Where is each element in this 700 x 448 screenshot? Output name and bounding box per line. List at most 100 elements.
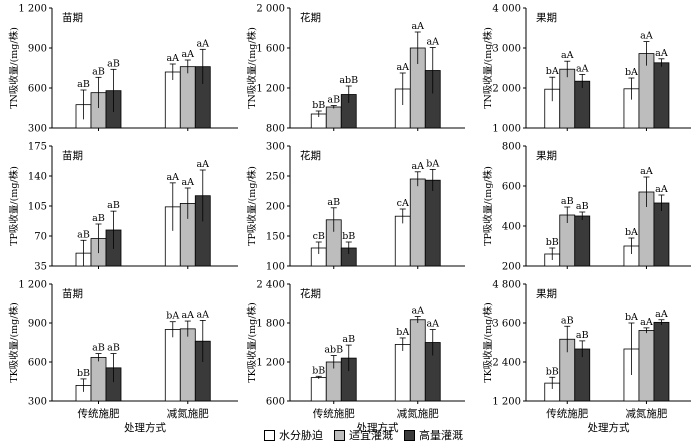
panel-8: 600 1 200 1 800 2 400 花期 TK吸收量/(mg/株) 传统施肥 bB ab… xyxy=(246,280,465,434)
y-axis-label: TN吸收量/(mg/株) xyxy=(8,27,20,109)
y-tick-label: 250 xyxy=(266,172,285,183)
significance-label: aA xyxy=(182,310,195,321)
significance-label: bA xyxy=(166,311,179,322)
bar-reduced-s2 xyxy=(409,178,426,267)
significance-label: aA xyxy=(426,37,439,48)
y-tick-label: 200 xyxy=(502,262,521,273)
y-tick-label: 1 200 xyxy=(492,397,521,408)
significance-label: aA xyxy=(561,50,574,61)
significance-label: bA xyxy=(426,158,439,169)
significance-label: aA xyxy=(197,38,210,49)
significance-label: aB xyxy=(92,213,105,224)
significance-label: aB xyxy=(77,79,90,90)
panel-title: 果期 xyxy=(536,150,557,162)
significance-label: aB xyxy=(561,315,574,326)
panel-2: 800 1 200 1 600 2 000 花期 TN吸收量/(mg/株) bB aB abB a… xyxy=(246,4,465,135)
y-axis-label: TK吸收量/(mg/株) xyxy=(482,302,494,382)
y-tick-label: 600 xyxy=(28,84,47,95)
y-axis-label: TP吸收量/(mg/株) xyxy=(8,166,20,246)
significance-label: bA xyxy=(625,227,638,238)
significance-label: aA xyxy=(655,48,668,59)
significance-label: aB xyxy=(107,343,120,354)
significance-label: aA xyxy=(640,31,653,42)
significance-label: aB xyxy=(576,201,589,212)
panel-title: 果期 xyxy=(536,288,557,300)
significance-label: bB xyxy=(546,237,559,248)
significance-label: bA xyxy=(396,327,409,338)
y-tick-label: 150 xyxy=(266,232,285,243)
y-axis-label: TK吸收量/(mg/株) xyxy=(246,302,258,382)
y-tick-label: 35 xyxy=(34,262,47,273)
significance-label: aA xyxy=(197,309,210,320)
bar-traditional-s2 xyxy=(325,106,342,129)
significance-label: cA xyxy=(397,198,409,209)
significance-label: aA xyxy=(655,309,668,320)
legend: 水分胁迫 适宜灌溉 高量灌溉 xyxy=(264,427,474,443)
y-axis-label: TP吸收量/(mg/株) xyxy=(482,166,494,246)
y-tick-label: 1 200 xyxy=(256,84,285,95)
x-tick-label-traditional: 传统施肥 xyxy=(78,407,120,420)
y-tick-label: 600 xyxy=(502,182,521,193)
y-tick-label: 4 000 xyxy=(492,4,521,15)
legend-item-optimal-irrigation: 适宜灌溉 xyxy=(334,427,393,443)
bar-traditional-s2 xyxy=(559,68,576,129)
bar-reduced-s2 xyxy=(638,330,655,402)
y-tick-label: 3 600 xyxy=(492,319,521,330)
significance-label: aA xyxy=(640,166,653,177)
y-tick-label: 300 xyxy=(28,124,47,135)
significance-label: bA xyxy=(546,66,559,77)
significance-label: bB xyxy=(342,231,355,242)
significance-label: aB xyxy=(327,197,340,208)
significance-label: aA xyxy=(182,49,195,60)
significance-label: aB xyxy=(92,66,105,77)
y-tick-label: 2 000 xyxy=(492,84,521,95)
y-tick-label: 1 000 xyxy=(492,124,521,135)
panel-title: 苗期 xyxy=(62,12,83,24)
legend-item-high-irrigation: 高量灌溉 xyxy=(404,427,463,443)
significance-label: aA xyxy=(396,62,409,73)
y-axis-label: TP吸收量/(mg/株) xyxy=(246,166,258,246)
panel-title: 花期 xyxy=(300,287,321,300)
y-axis-label: TN吸收量/(mg/株) xyxy=(482,27,494,109)
y-axis-label: TK吸收量/(mg/株) xyxy=(8,302,20,382)
legend-swatch-water-stress xyxy=(264,429,275,441)
legend-label-optimal-irrigation: 适宜灌溉 xyxy=(349,429,393,442)
y-tick-label: 300 xyxy=(266,142,285,153)
significance-label: aA xyxy=(182,177,195,188)
y-tick-label: 400 xyxy=(502,222,521,233)
significance-label: aB xyxy=(107,58,120,69)
panel-title: 果期 xyxy=(536,12,557,24)
significance-label: bB xyxy=(312,100,325,111)
legend-swatch-optimal-irrigation xyxy=(334,429,345,441)
bar-reduced-s1 xyxy=(394,215,411,267)
y-tick-label: 600 xyxy=(266,397,285,408)
y-tick-label: 100 xyxy=(266,262,285,273)
significance-label: aA xyxy=(576,63,589,74)
y-axis-label: TN吸收量/(mg/株) xyxy=(246,27,258,109)
y-tick-label: 600 xyxy=(28,358,47,369)
significance-label: aB xyxy=(92,343,105,354)
significance-label: aA xyxy=(167,172,180,183)
significance-label: aB xyxy=(327,95,340,106)
bar-traditional-s2 xyxy=(90,357,107,402)
bar-reduced-s3 xyxy=(653,321,670,402)
bar-traditional-s3 xyxy=(574,80,591,129)
bar-reduced-s3 xyxy=(653,202,670,267)
significance-label: aA xyxy=(411,306,424,317)
x-axis-label: 处理方式 xyxy=(124,421,166,434)
x-tick-label-reduced: 减氮施肥 xyxy=(167,407,209,420)
significance-label: bA xyxy=(625,67,638,78)
y-tick-label: 200 xyxy=(266,202,285,213)
y-tick-label: 2 400 xyxy=(492,358,521,369)
y-tick-label: 1 200 xyxy=(18,4,47,15)
bar-traditional-s1 xyxy=(310,377,327,402)
bar-reduced-s2 xyxy=(179,328,196,402)
x-tick-label-reduced: 减氮施肥 xyxy=(625,407,667,420)
significance-label: aA xyxy=(426,319,439,330)
bar-reduced-s2 xyxy=(179,66,196,129)
panel-7: 300 600 900 1 200 苗期 TK吸收量/(mg/株) 传统施肥 bB aB aB 减氮… xyxy=(8,280,238,434)
panel-title: 花期 xyxy=(300,11,321,24)
bar-reduced-s1 xyxy=(164,71,181,129)
